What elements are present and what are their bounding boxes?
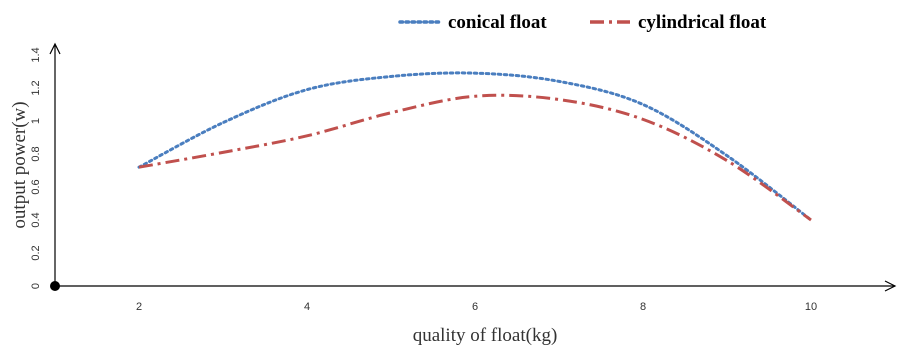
y-tick-label: 0.4	[30, 212, 42, 227]
y-axis-title: output power(w)	[9, 101, 30, 228]
legend-label-2: cylindrical float	[638, 12, 767, 33]
series-line-2	[138, 93, 812, 222]
x-axis-arrow	[884, 280, 897, 292]
y-tick-label: 0.2	[30, 245, 42, 260]
x-tick-label: 8	[640, 301, 646, 313]
x-tick-label: 2	[136, 301, 142, 313]
x-tick-label: 10	[805, 301, 817, 313]
y-tick-label: 0.8	[30, 146, 42, 161]
x-axis: 2 4 6 8 10	[50, 280, 897, 313]
y-tick-label: 1.4	[30, 47, 42, 62]
origin-dot	[50, 281, 60, 291]
series-line-1	[137, 71, 813, 222]
y-tick-label: 0	[30, 283, 42, 289]
legend-label-1: conical float	[448, 12, 547, 33]
y-tick-label: 1.2	[30, 80, 42, 95]
x-tick-label: 6	[472, 301, 478, 313]
y-tick-label: 1	[30, 118, 42, 124]
y-axis-arrow	[49, 42, 61, 55]
legend: conical float cylindrical float	[398, 12, 767, 33]
y-axis: 0 0.2 0.4 0.6 0.8 1 1.2 1.4	[30, 42, 61, 289]
plot-area	[137, 71, 813, 222]
x-axis-title: quality of float(kg)	[413, 325, 558, 346]
x-tick-label: 4	[304, 301, 310, 313]
y-tick-label: 0.6	[30, 179, 42, 194]
